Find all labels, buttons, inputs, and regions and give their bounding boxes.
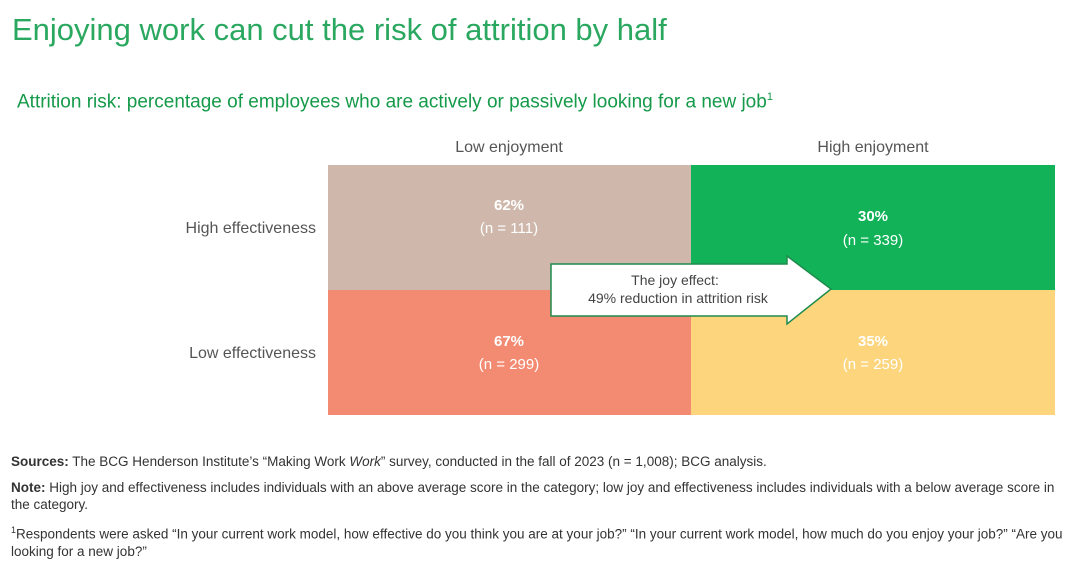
footnote-line: 1Respondents were asked “In your current… <box>11 522 1066 560</box>
cell-value-label: 30% <box>858 208 888 225</box>
joy-effect-arrow <box>550 254 833 326</box>
cell-n-label: (n = 299) <box>479 356 539 373</box>
cell-value-label: 35% <box>858 333 888 350</box>
cell-value-label: 67% <box>494 333 524 350</box>
cell-n-label: (n = 259) <box>843 356 903 373</box>
row-header-high-effectiveness: High effectiveness <box>186 220 316 237</box>
sources-text: The BCG Henderson Institute’s “Making Wo… <box>68 454 350 469</box>
note-line: Note: High joy and effectiveness include… <box>11 479 1066 513</box>
note-text: High joy and effectiveness includes indi… <box>11 480 1055 512</box>
cell-value-label: 62% <box>494 197 524 214</box>
joy-effect-label: The joy effect: <box>631 272 719 288</box>
page-title: Enjoying work can cut the risk of attrit… <box>12 12 667 47</box>
note-label: Note: <box>11 480 46 495</box>
joy-effect-detail: 49% reduction in attrition risk <box>588 290 769 306</box>
subtitle-text: Attrition risk: percentage of employees … <box>17 91 767 113</box>
sources-label: Sources: <box>11 454 69 469</box>
column-header-low-enjoyment: Low enjoyment <box>455 139 563 156</box>
chart-subtitle: Attrition risk: percentage of employees … <box>17 91 773 113</box>
sources-text-end: ” survey, conducted in the fall of 2023 … <box>380 454 767 469</box>
footnote-mark: 1 <box>766 91 773 103</box>
footnote-text: Respondents were asked “In your current … <box>11 526 1063 559</box>
footnote-number: 1 <box>11 525 17 535</box>
chart-notes: Sources: The BCG Henderson Institute’s “… <box>11 453 1066 569</box>
row-header-low-effectiveness: Low effectiveness <box>189 345 316 362</box>
heatmap-chart: Low enjoyment High enjoyment High effect… <box>186 139 1055 415</box>
cell-n-label: (n = 111) <box>480 220 538 237</box>
sources-italic: Work <box>349 454 381 469</box>
sources-line: Sources: The BCG Henderson Institute’s “… <box>11 453 1066 470</box>
column-header-high-enjoyment: High enjoyment <box>817 139 929 156</box>
cell-n-label: (n = 339) <box>843 232 903 249</box>
